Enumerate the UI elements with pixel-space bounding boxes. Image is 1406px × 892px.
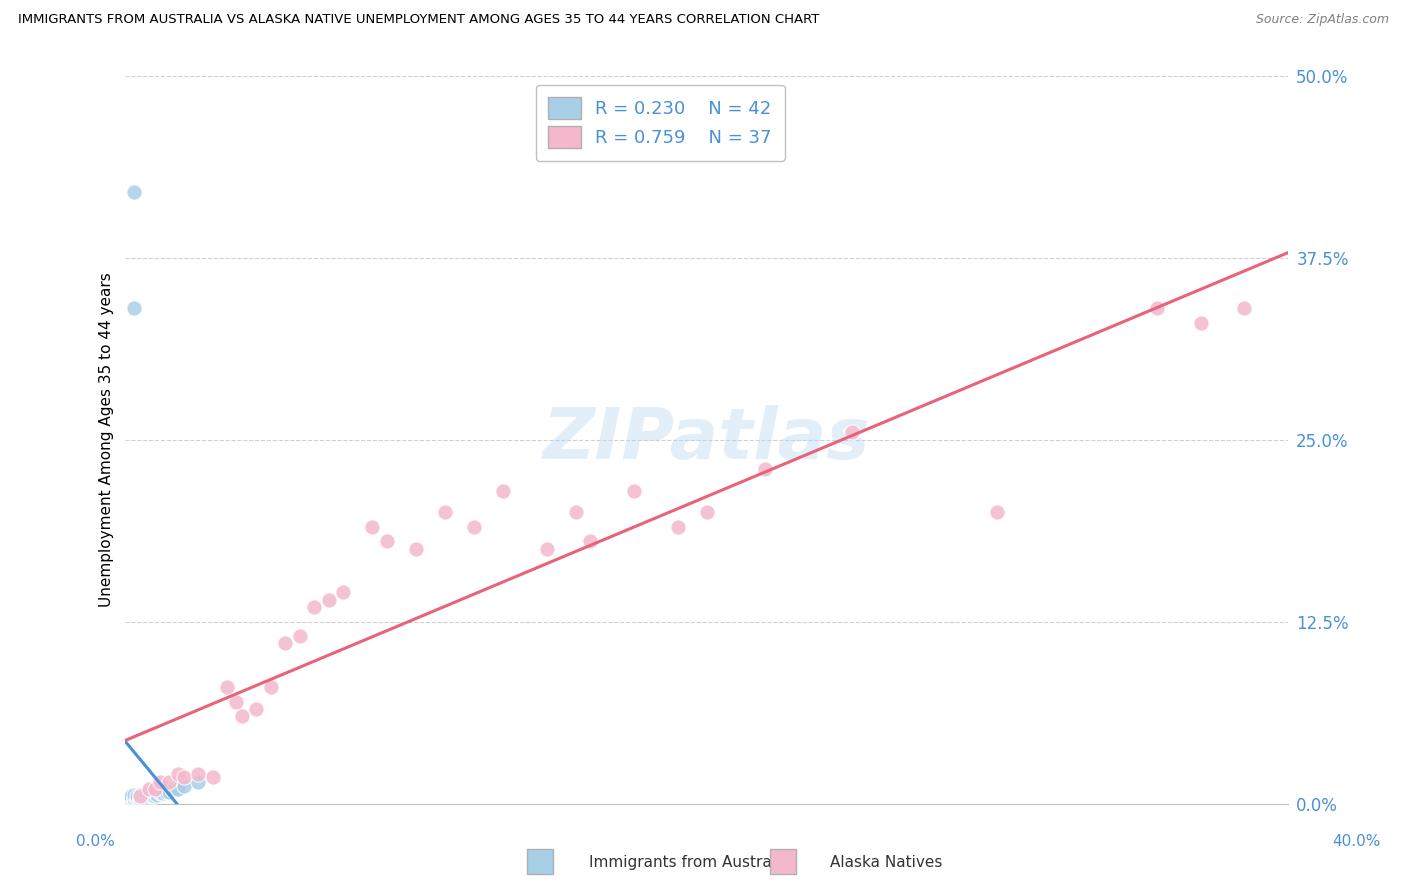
Point <box>152 786 174 800</box>
Point <box>117 792 139 806</box>
Point <box>260 680 283 694</box>
Y-axis label: Unemployment Among Ages 35 to 44 years: Unemployment Among Ages 35 to 44 years <box>100 272 114 607</box>
Point <box>135 788 157 802</box>
Point <box>245 702 267 716</box>
Text: Immigrants from Australia: Immigrants from Australia <box>589 855 789 870</box>
Point <box>146 788 169 802</box>
Point <box>122 301 145 316</box>
Point <box>434 505 457 519</box>
Point <box>120 790 142 805</box>
Point <box>201 770 224 784</box>
Point <box>166 782 188 797</box>
Point <box>986 505 1008 519</box>
Point <box>149 786 172 800</box>
Point <box>122 794 145 808</box>
Point <box>187 774 209 789</box>
Point <box>274 636 297 650</box>
Text: Alaska Natives: Alaska Natives <box>830 855 942 870</box>
Point <box>143 786 166 800</box>
Point <box>122 788 145 802</box>
Point <box>1233 301 1256 316</box>
Point <box>565 505 588 519</box>
Point <box>129 788 152 802</box>
Text: ZIPatlas: ZIPatlas <box>543 405 870 474</box>
Point <box>143 789 166 804</box>
Point <box>173 779 195 793</box>
Point <box>138 789 160 804</box>
Point <box>304 599 326 614</box>
Point <box>129 790 152 805</box>
Point <box>127 792 149 806</box>
Point <box>579 534 602 549</box>
Point <box>160 783 183 797</box>
Point <box>666 520 689 534</box>
Point <box>623 483 645 498</box>
Point <box>163 782 186 797</box>
Point <box>361 520 384 534</box>
Point <box>120 789 142 804</box>
Point <box>696 505 718 519</box>
Point <box>122 185 145 199</box>
Point <box>375 534 398 549</box>
Point <box>841 425 863 440</box>
Point <box>117 790 139 805</box>
Text: Source: ZipAtlas.com: Source: ZipAtlas.com <box>1256 13 1389 27</box>
Point <box>463 520 485 534</box>
Point <box>132 789 155 804</box>
Point <box>138 790 160 805</box>
Point <box>138 782 160 797</box>
Point <box>135 792 157 806</box>
Legend: R = 0.230    N = 42, R = 0.759    N = 37: R = 0.230 N = 42, R = 0.759 N = 37 <box>536 85 785 161</box>
Point <box>129 792 152 806</box>
Point <box>129 789 152 804</box>
Point <box>332 585 354 599</box>
Point <box>231 709 253 723</box>
Text: 0.0%: 0.0% <box>76 834 115 848</box>
Point <box>288 629 311 643</box>
Text: IMMIGRANTS FROM AUSTRALIA VS ALASKA NATIVE UNEMPLOYMENT AMONG AGES 35 TO 44 YEAR: IMMIGRANTS FROM AUSTRALIA VS ALASKA NATI… <box>18 13 820 27</box>
Point <box>173 770 195 784</box>
Point <box>122 792 145 806</box>
Point <box>1146 301 1168 316</box>
Point <box>187 767 209 781</box>
Point <box>143 782 166 797</box>
Point <box>225 695 247 709</box>
Point <box>149 774 172 789</box>
Point <box>141 789 163 804</box>
Point <box>166 767 188 781</box>
Point <box>138 786 160 800</box>
Point <box>157 785 180 799</box>
Point <box>132 792 155 806</box>
Point <box>120 792 142 806</box>
Point <box>127 790 149 805</box>
Point <box>132 790 155 805</box>
Point <box>157 774 180 789</box>
Point <box>129 794 152 808</box>
Point <box>405 541 427 556</box>
Point <box>754 461 776 475</box>
Point <box>536 541 558 556</box>
Point <box>155 785 177 799</box>
Point <box>122 790 145 805</box>
Point <box>141 788 163 802</box>
Point <box>149 785 172 799</box>
Point <box>318 592 340 607</box>
Point <box>217 680 239 694</box>
Point <box>1189 316 1212 330</box>
Text: 40.0%: 40.0% <box>1333 834 1381 848</box>
Point <box>492 483 515 498</box>
Point <box>135 790 157 805</box>
Point <box>127 789 149 804</box>
